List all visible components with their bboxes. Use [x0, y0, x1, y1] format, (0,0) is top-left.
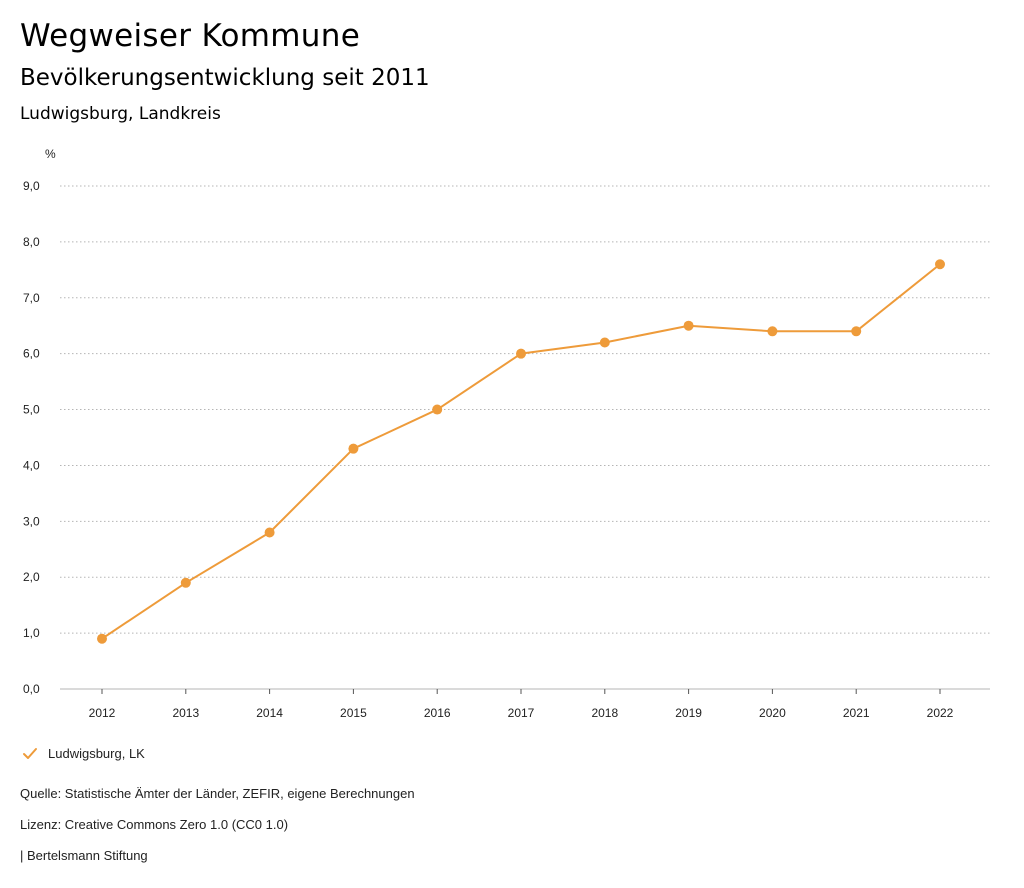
- x-tick-label: 2019: [675, 706, 702, 720]
- data-point: [348, 443, 359, 454]
- legend-label: Ludwigsburg, LK: [48, 746, 145, 761]
- credit-note: | Bertelsmann Stiftung: [20, 848, 148, 863]
- line-chart: % 0,0 1,0 2,0 3,0 4,0 5,0 6,0 7,0 8,0 9,0 2012 2013 2…: [23, 147, 990, 720]
- y-tick-label: 3,0: [23, 514, 40, 528]
- x-tick-label: 2016: [424, 706, 451, 720]
- checkmark-icon: [23, 747, 37, 759]
- data-point: [97, 633, 107, 644]
- data-point: [767, 326, 778, 337]
- chart-legend[interactable]: Ludwigsburg, LK: [22, 746, 145, 761]
- x-tick-label: 2021: [843, 706, 870, 720]
- series-layer: [97, 259, 945, 644]
- data-point: [851, 326, 862, 337]
- data-point: [264, 527, 275, 538]
- series-line: [101, 263, 941, 640]
- data-point: [516, 348, 526, 359]
- y-tick-label: 8,0: [23, 235, 40, 249]
- y-tick-label: 0,0: [23, 682, 40, 696]
- x-tick-label: 2022: [927, 706, 954, 720]
- chart-subtitle: Bevölkerungsentwicklung seit 2011: [20, 65, 430, 91]
- x-tick-label: 2015: [340, 706, 367, 720]
- x-tick-label: 2013: [172, 706, 199, 720]
- data-point: [599, 337, 610, 348]
- data-point: [180, 577, 191, 588]
- license-note: Lizenz: Creative Commons Zero 1.0 (CC0 1…: [20, 817, 289, 832]
- data-point: [683, 320, 694, 331]
- source-note: Quelle: Statistische Ämter der Länder, Z…: [20, 786, 415, 801]
- grid-layer: [60, 185, 990, 690]
- data-point: [935, 259, 945, 270]
- x-tick-label: 2020: [759, 706, 786, 720]
- y-tick-label: 2,0: [23, 570, 40, 584]
- x-tick-label: 2017: [508, 706, 535, 720]
- page-title: Wegweiser Kommune: [20, 18, 361, 54]
- x-tick-label: 2014: [256, 706, 283, 720]
- y-axis-unit-label: %: [45, 147, 56, 161]
- x-tick-label: 2018: [591, 706, 618, 720]
- data-point: [432, 404, 443, 415]
- y-tick-label: 5,0: [23, 403, 40, 417]
- axis-layer: % 0,0 1,0 2,0 3,0 4,0 5,0 6,0 7,0 8,0 9,0 2012 2013 2…: [23, 147, 954, 720]
- y-tick-label: 7,0: [23, 291, 40, 305]
- region-label: Ludwigsburg, Landkreis: [20, 104, 221, 124]
- y-tick-label: 9,0: [23, 179, 40, 193]
- y-tick-label: 6,0: [23, 347, 40, 361]
- x-tick-label: 2012: [89, 706, 116, 720]
- y-tick-label: 1,0: [23, 626, 40, 640]
- y-tick-label: 4,0: [23, 458, 40, 472]
